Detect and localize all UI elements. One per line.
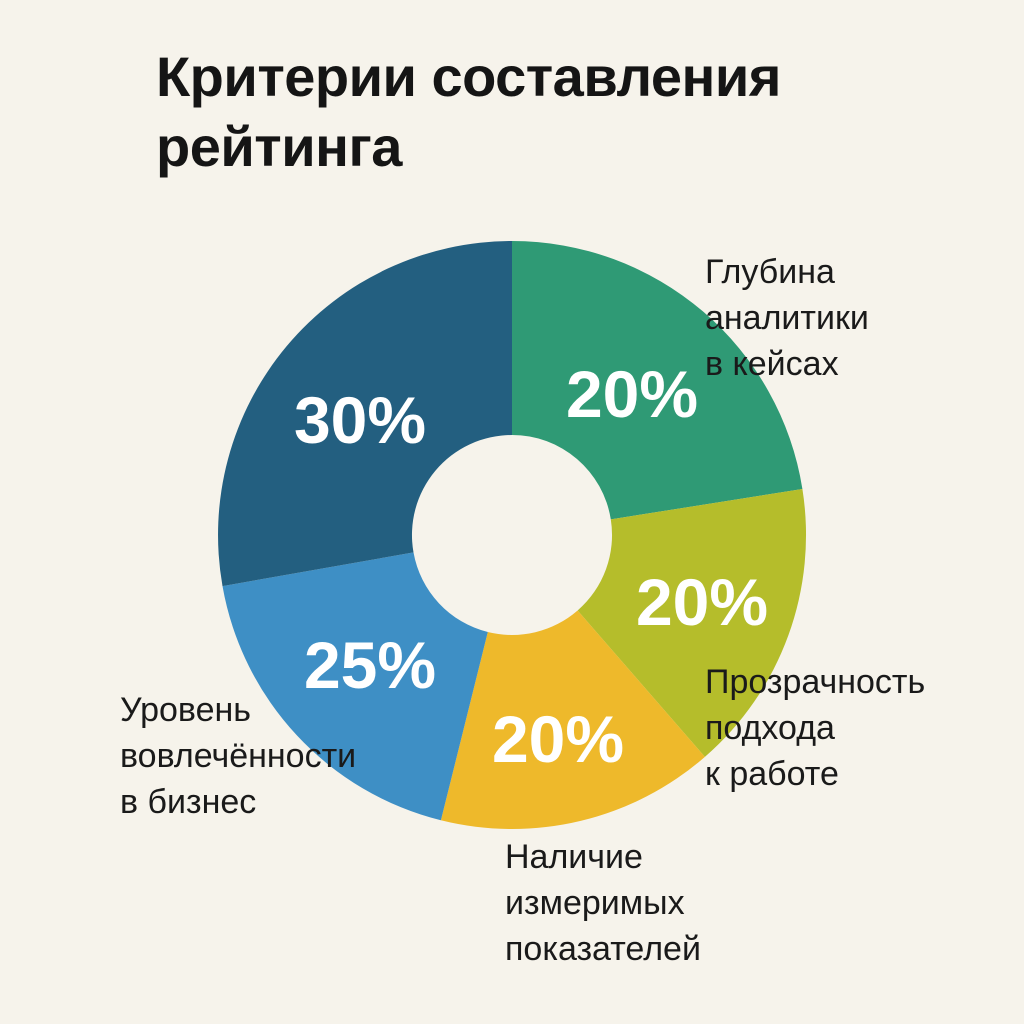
donut-segment-3 [222, 552, 488, 821]
segment-text-label-1: Прозрачность подхода к работе [705, 663, 926, 793]
donut-segment-1 [577, 489, 807, 757]
segment-percent-label-0: 20% [566, 357, 698, 431]
donut-segment-0 [512, 241, 803, 520]
segment-text-label-0: Глубина аналитики в кейсах [705, 253, 869, 383]
segment-percent-label-1: 20% [636, 565, 768, 639]
segment-text-label-3: Уровень вовлечённости в бизнес [120, 691, 357, 821]
donut-segment-4 [218, 241, 513, 587]
segment-text-label-2: Наличие измеримых показателей [505, 838, 701, 968]
donut-segment-2 [440, 610, 705, 830]
segment-percent-label-3: 25% [304, 628, 436, 702]
page-title: Критерии составления рейтинга [156, 45, 781, 178]
segment-percent-label-2: 20% [492, 702, 624, 776]
segment-percent-label-4: 30% [294, 383, 426, 457]
